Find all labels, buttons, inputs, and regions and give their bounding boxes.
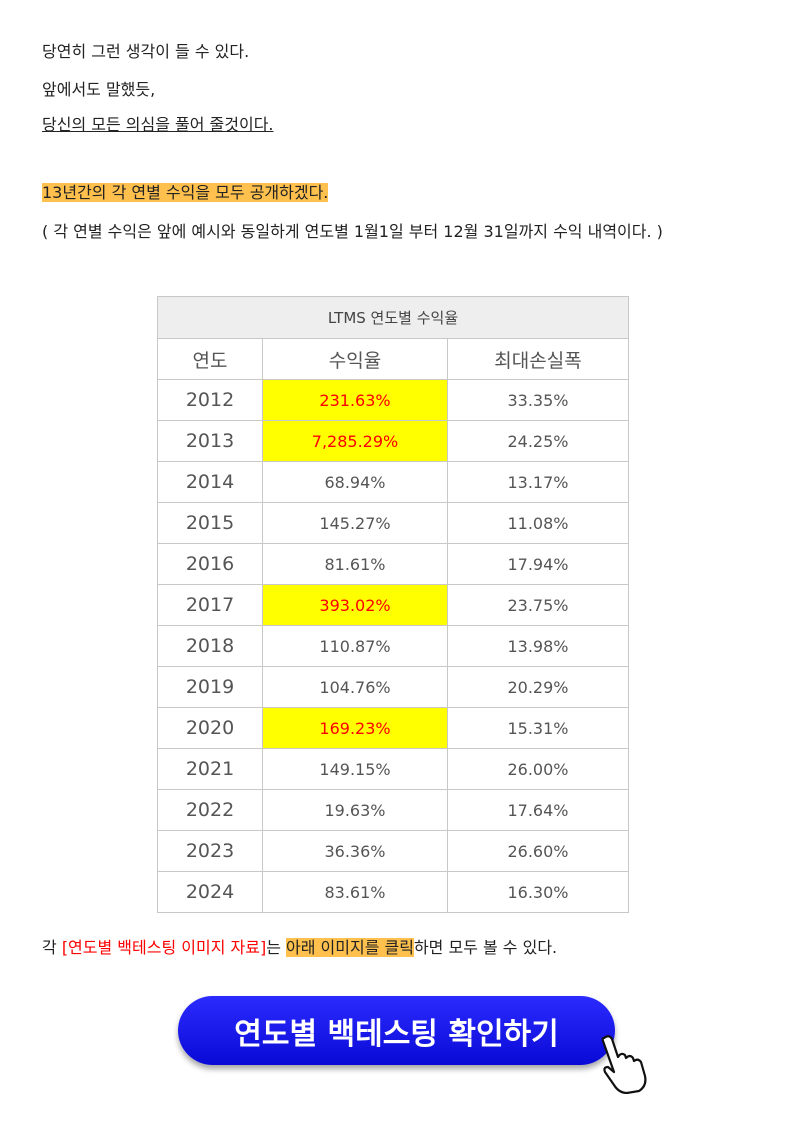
table-row: 2016 81.61% 17.94%: [157, 543, 629, 585]
table-row: 2021 149.15% 26.00%: [157, 748, 629, 790]
footer-text: 는: [266, 938, 287, 957]
drawdown-cell: 11.08%: [447, 502, 629, 544]
table-row: 2018 110.87% 13.98%: [157, 625, 629, 667]
table-row: 2024 83.61% 16.30%: [157, 871, 629, 913]
hand-icon: [601, 1035, 647, 1094]
highlight-text: 13년간의 각 연별 수익을 모두 공개하겠다.: [42, 183, 329, 202]
footer-text: 각: [42, 938, 62, 957]
returns-table: LTMS 연도별 수익율 연도 수익율 최대손실폭 2012 231.63% 33.35…: [157, 296, 629, 913]
table-row: 2017 393.02% 23.75%: [157, 584, 629, 626]
year-cell: 2022: [157, 789, 263, 831]
return-cell: 19.63%: [262, 789, 448, 831]
drawdown-cell: 15.31%: [447, 707, 629, 749]
return-cell: 149.15%: [262, 748, 448, 790]
year-cell: 2023: [157, 830, 263, 872]
table-row: 2023 36.36% 26.60%: [157, 830, 629, 872]
table-row: 2013 7,285.29% 24.25%: [157, 420, 629, 462]
return-cell: 36.36%: [262, 830, 448, 872]
year-cell: 2020: [157, 707, 263, 749]
table-row: 2014 68.94% 13.17%: [157, 461, 629, 503]
column-header: 수익율: [262, 338, 448, 380]
table-row: 2020 169.23% 15.31%: [157, 707, 629, 749]
drawdown-cell: 33.35%: [447, 379, 629, 421]
table-row: 2022 19.63% 17.64%: [157, 789, 629, 831]
return-cell: 7,285.29%: [262, 420, 448, 462]
year-cell: 2024: [157, 871, 263, 913]
drawdown-cell: 26.60%: [447, 830, 629, 872]
year-cell: 2014: [157, 461, 263, 503]
drawdown-cell: 23.75%: [447, 584, 629, 626]
paragraph: 당연히 그런 생각이 들 수 있다.: [42, 42, 250, 61]
return-cell: 110.87%: [262, 625, 448, 667]
year-cell: 2015: [157, 502, 263, 544]
drawdown-cell: 17.64%: [447, 789, 629, 831]
column-header: 최대손실폭: [447, 338, 629, 380]
year-cell: 2021: [157, 748, 263, 790]
drawdown-cell: 24.25%: [447, 420, 629, 462]
note: ( 각 연별 수익은 앞에 예시와 동일하게 연도별 1월1일 부터 12월 3…: [42, 222, 663, 241]
return-cell: 393.02%: [262, 584, 448, 626]
drawdown-cell: 26.00%: [447, 748, 629, 790]
drawdown-cell: 20.29%: [447, 666, 629, 708]
drawdown-cell: 13.17%: [447, 461, 629, 503]
return-cell: 169.23%: [262, 707, 448, 749]
backtest-button[interactable]: 연도별 백테스팅 확인하기: [178, 996, 615, 1065]
footer-highlight: 아래 이미지를 클릭: [286, 938, 414, 957]
return-cell: 104.76%: [262, 666, 448, 708]
return-cell: 81.61%: [262, 543, 448, 585]
drawdown-cell: 17.94%: [447, 543, 629, 585]
footer: 각 [연도별 백테스팅 이미지 자료]는 아래 이미지를 클릭하면 모두 볼 수…: [42, 938, 557, 958]
table-title: LTMS 연도별 수익율: [157, 296, 629, 339]
table-row: 2012 231.63% 33.35%: [157, 379, 629, 421]
drawdown-cell: 13.98%: [447, 625, 629, 667]
drawdown-cell: 16.30%: [447, 871, 629, 913]
paragraph: 당신의 모든 의심을 풀어 줄것이다.: [42, 115, 274, 134]
return-cell: 68.94%: [262, 461, 448, 503]
year-cell: 2013: [157, 420, 263, 462]
return-cell: 145.27%: [262, 502, 448, 544]
paragraph: 앞에서도 말했듯,: [42, 80, 156, 99]
year-cell: 2012: [157, 379, 263, 421]
footer-red: [연도별 백테스팅 이미지 자료]: [61, 938, 267, 957]
return-cell: 231.63%: [262, 379, 448, 421]
table-row: 2019 104.76% 20.29%: [157, 666, 629, 708]
year-cell: 2017: [157, 584, 263, 626]
year-cell: 2018: [157, 625, 263, 667]
year-cell: 2016: [157, 543, 263, 585]
year-cell: 2019: [157, 666, 263, 708]
table-row: 2015 145.27% 11.08%: [157, 502, 629, 544]
column-header: 연도: [157, 338, 263, 380]
return-cell: 83.61%: [262, 871, 448, 913]
footer-text: 하면 모두 볼 수 있다.: [413, 938, 558, 957]
